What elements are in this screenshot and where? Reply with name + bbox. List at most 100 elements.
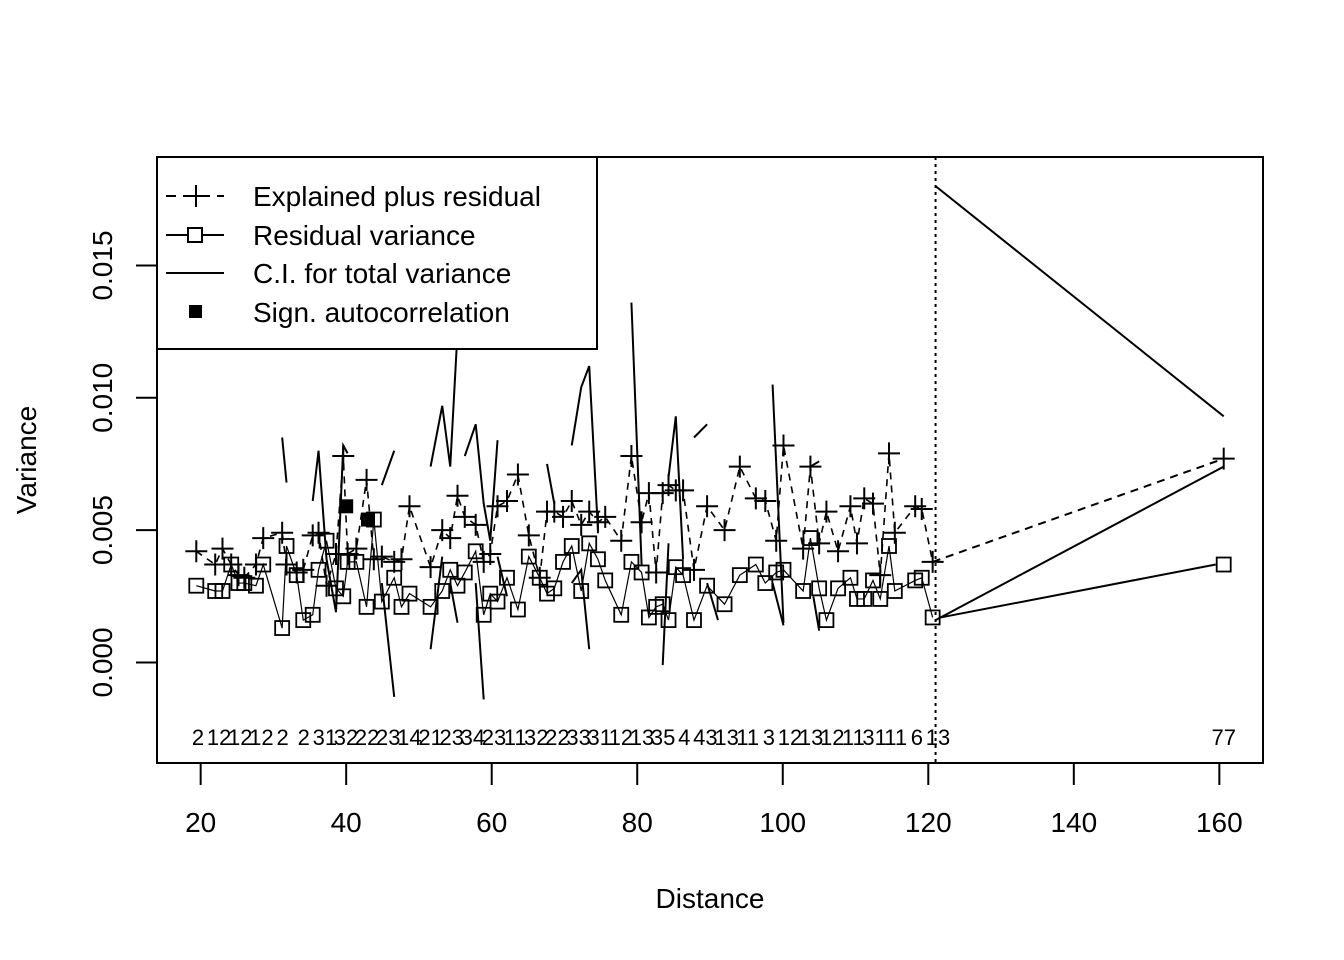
residual-point [373, 593, 390, 610]
x-tick-label: 20 [185, 807, 216, 838]
residual-point [802, 530, 819, 546]
explained-series-line [195, 445, 934, 586]
residual-point [1215, 556, 1232, 573]
count-label: 11 [884, 725, 907, 750]
residual-point [531, 569, 548, 586]
count-label: 2 [192, 725, 204, 750]
legend-label-residual: Residual variance [253, 220, 476, 251]
explained-point [869, 564, 892, 587]
explained-point [560, 490, 583, 513]
explained-point [839, 495, 862, 518]
explained-point [570, 513, 593, 536]
count-label: 22 [545, 725, 569, 750]
count-label: 13 [630, 725, 654, 750]
x-tick-label: 100 [759, 807, 806, 838]
explained-point [464, 513, 487, 536]
explained-point [506, 463, 529, 486]
ci-line-segment [429, 556, 444, 650]
ci-line-segment [570, 365, 599, 531]
explained-point [227, 564, 250, 587]
x-tick-label: 40 [331, 807, 362, 838]
legend: Explained plus residual Residual varianc… [156, 156, 598, 350]
ci-line-segment [630, 302, 643, 565]
ci-line-segment [281, 437, 288, 483]
count-label: 32 [524, 725, 548, 750]
explained-point [883, 521, 906, 544]
residual-point [318, 532, 335, 549]
plot-frame [156, 156, 1264, 764]
explained-point [578, 500, 601, 523]
residual-point [563, 538, 580, 554]
count-label: 11 [504, 725, 527, 750]
residual-point [393, 598, 410, 615]
count-label: 31 [313, 725, 337, 750]
explained-point [390, 548, 413, 571]
residual-point [924, 609, 941, 626]
count-label: 13 [926, 725, 950, 750]
residual-point [872, 591, 889, 607]
residual-point [401, 585, 418, 602]
explained-point [630, 511, 653, 534]
explained-point [728, 455, 751, 478]
residual-point [795, 583, 812, 599]
count-label: 12 [778, 725, 802, 750]
count-label: 22 [355, 725, 379, 750]
explained-point [713, 519, 736, 542]
legend-label-ci: C.I. for total variance [253, 258, 511, 289]
explained-point [827, 540, 850, 563]
residual-point [434, 583, 451, 599]
count-label: 2 [298, 725, 310, 750]
residual-point [775, 561, 792, 578]
x-axis-label: Distance [656, 883, 765, 914]
sign-autocorrelation-point [339, 499, 354, 514]
explained-point [645, 561, 668, 584]
residual-point [248, 577, 264, 594]
ci-line-segment [380, 450, 396, 486]
count-label: 12 [820, 725, 844, 750]
residual-point [278, 538, 295, 554]
ci-line-segment [771, 582, 785, 626]
count-label: 33 [566, 725, 590, 750]
explained-point [772, 434, 795, 457]
residual-point [467, 543, 484, 560]
ci-line-segment [449, 582, 459, 623]
residual-point [716, 596, 733, 613]
residual-point [489, 593, 506, 610]
explained-point [799, 455, 822, 478]
x-tick-label: 120 [905, 807, 952, 838]
explained-point [845, 532, 868, 555]
explained-point [398, 495, 421, 518]
legend-filled-square-marker [189, 305, 202, 318]
ci-line-segment [812, 596, 821, 631]
count-label: 43 [693, 725, 717, 750]
explained-point [672, 479, 695, 502]
residual-point [597, 572, 614, 589]
residual-point [358, 598, 375, 615]
residual-point [886, 583, 903, 599]
explained-point [345, 537, 368, 560]
ci-line-segment [496, 556, 508, 597]
residual-point [310, 561, 327, 578]
y-tick-label: 0.010 [87, 363, 118, 433]
ci-line-segment [935, 465, 1225, 621]
residual-point [613, 606, 630, 623]
residual-series-tail [940, 563, 1216, 619]
residual-point [830, 580, 846, 597]
residual-point [456, 564, 473, 581]
explained-point [620, 445, 643, 468]
count-label: 4 [678, 725, 690, 750]
explained-point [682, 558, 705, 581]
residual-point [422, 598, 439, 615]
explained-point [419, 556, 442, 579]
residual-point [546, 580, 563, 597]
ci-line-segment [429, 331, 459, 467]
residual-point [339, 553, 356, 570]
y-tick-label: 0.000 [87, 627, 118, 697]
count-label: 14 [397, 725, 421, 750]
residual-point [295, 612, 312, 629]
explained-point [370, 545, 393, 568]
ci-line-segment [706, 582, 719, 621]
x-tick-label: 60 [476, 807, 507, 838]
explained-point [271, 521, 294, 544]
residual-point [236, 575, 253, 591]
